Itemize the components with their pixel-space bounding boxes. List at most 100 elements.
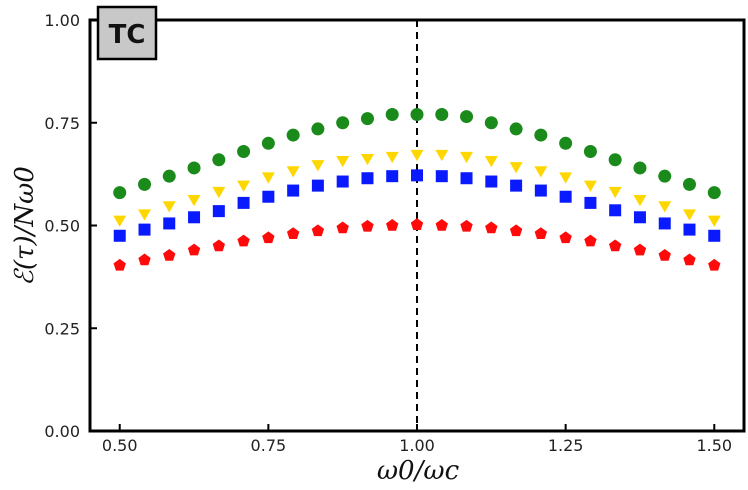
yellow-triangles-point: [435, 149, 449, 162]
yellow-triangles-point: [286, 166, 300, 178]
red-pentagons-point: [683, 253, 696, 266]
y-tick-label: 0.25: [44, 319, 80, 338]
red-pentagons-point: [608, 239, 622, 252]
yellow-triangles-point: [559, 172, 573, 184]
green-circles-point: [435, 108, 449, 122]
x-tick-label: 1.00: [399, 436, 435, 455]
red-pentagons-point: [410, 218, 424, 230]
x-tick-label: 0.50: [102, 436, 138, 455]
red-pentagons-point: [633, 243, 647, 256]
red-pentagons-point: [361, 219, 374, 232]
y-tick-label: 0.50: [44, 217, 80, 236]
blue-squares-point: [633, 211, 646, 224]
green-circles-point: [509, 122, 523, 136]
axis-ticks: 0.50 0.75 1.00 1.25 1.50 0.00 0.25 0.50 0.75 1.00: [44, 11, 732, 455]
green-circles-point: [583, 145, 597, 159]
yellow-triangles-point: [162, 201, 176, 213]
y-tick-label: 0.75: [44, 114, 80, 133]
green-circles-point: [336, 116, 350, 130]
blue-squares-point: [658, 217, 671, 230]
blue-squares-point: [262, 190, 275, 203]
red-pentagons-point: [187, 243, 201, 256]
blue-squares-point: [386, 170, 399, 183]
green-circles-point: [286, 128, 300, 142]
blue-squares-point: [138, 223, 151, 236]
green-circles-point: [559, 136, 573, 150]
yellow-triangles-point: [212, 186, 226, 199]
red-pentagons-point: [113, 258, 126, 271]
blue-squares-point: [361, 172, 374, 185]
yellow-triangles-point: [682, 209, 696, 221]
green-circles-point: [608, 153, 622, 167]
green-circles-point: [484, 116, 498, 130]
blue-squares-point: [113, 229, 126, 242]
yellow-triangles-point: [707, 215, 721, 227]
yellow-triangles-point: [509, 162, 523, 174]
red-pentagons-point: [559, 231, 572, 244]
green-circles-point: [633, 161, 647, 175]
yellow-triangles-point: [336, 155, 350, 168]
yellow-triangles-point: [261, 172, 275, 184]
blue-squares-point: [336, 175, 349, 188]
red-pentagons-point: [460, 219, 473, 232]
green-circles-point: [212, 153, 226, 167]
red-pentagons-point: [286, 227, 300, 239]
blue-squares-point: [460, 172, 473, 185]
red-pentagons-point: [386, 219, 399, 231]
yellow-triangles-point: [187, 195, 201, 207]
tc-badge-label: TC: [109, 20, 146, 50]
blue-squares-point: [435, 170, 448, 183]
blue-squares-point: [534, 184, 547, 197]
yellow-triangles-point: [385, 151, 399, 164]
green-circles-point: [410, 108, 424, 122]
yellow-triangles-point: [658, 201, 672, 213]
green-circles-point: [311, 122, 325, 136]
blue-squares-point: [510, 179, 523, 192]
blue-squares-point: [683, 223, 696, 236]
red-pentagons-point: [708, 258, 721, 271]
green-circles-point: [534, 128, 548, 142]
red-pentagons-point: [237, 234, 250, 247]
yellow-triangles-point: [237, 180, 251, 192]
green-circles-point: [138, 177, 152, 191]
red-pentagons-point: [262, 231, 275, 244]
green-circles-point: [707, 186, 721, 200]
red-pentagons-point: [584, 234, 597, 247]
blue-squares-point: [212, 205, 225, 218]
red-pentagons-point: [435, 219, 448, 231]
red-pentagons-point: [658, 249, 671, 261]
yellow-triangles-point: [360, 153, 374, 166]
y-tick-label: 0.00: [44, 422, 80, 441]
green-circles-point: [237, 145, 251, 159]
blue-squares-point: [708, 229, 721, 242]
blue-squares-point: [485, 175, 498, 188]
yellow-triangles-point: [311, 160, 325, 172]
yellow-triangles-point: [113, 215, 127, 227]
green-circles-point: [360, 112, 374, 126]
red-pentagons-point: [163, 249, 176, 261]
red-pentagons-point: [336, 221, 349, 234]
blue-squares-point: [609, 204, 622, 217]
data-points-layer: [113, 108, 721, 271]
blue-squares-point: [584, 196, 597, 209]
green-circles-point: [460, 110, 474, 124]
x-tick-label: 1.50: [696, 436, 732, 455]
blue-squares-point: [311, 179, 324, 192]
yellow-triangles-point: [534, 166, 548, 178]
x-axis-label: ω0/ωc: [377, 456, 460, 486]
blue-squares-point: [287, 184, 300, 197]
blue-squares-point: [188, 211, 201, 224]
yellow-triangles-point: [484, 155, 498, 168]
red-pentagons-point: [212, 239, 226, 252]
red-pentagons-point: [311, 224, 325, 237]
red-pentagons-point: [485, 221, 498, 234]
green-circles-point: [385, 108, 399, 122]
red-pentagons-point: [138, 253, 151, 266]
yellow-triangles-point: [633, 195, 647, 207]
blue-squares-point: [163, 217, 176, 230]
green-circles-point: [261, 136, 275, 150]
yellow-triangles-point: [138, 209, 152, 221]
tc-badge: TC: [96, 5, 158, 61]
y-tick-label: 1.00: [44, 11, 80, 30]
green-circles-point: [187, 161, 201, 175]
